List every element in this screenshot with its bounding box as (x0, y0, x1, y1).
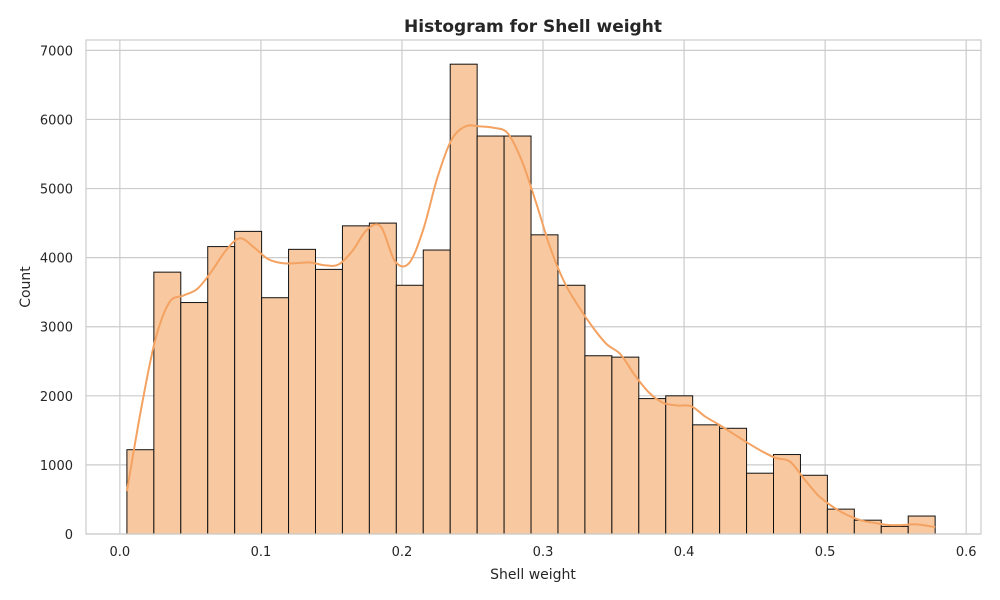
y-tick-label: 6000 (40, 113, 73, 128)
histogram-bar (638, 398, 667, 535)
y-tick-label: 7000 (40, 44, 73, 59)
histogram-bar (153, 271, 182, 535)
histogram-bar (611, 356, 640, 535)
histogram-bar (341, 225, 370, 535)
histogram-bar (234, 230, 263, 535)
y-tick-label: 0 (65, 528, 73, 543)
histogram-bar (746, 472, 775, 535)
y-tick-label: 1000 (40, 459, 73, 474)
histogram-bar (422, 249, 451, 535)
histogram-bar (665, 395, 694, 535)
histogram-bar (180, 302, 209, 535)
histogram-bar (207, 246, 236, 535)
plot-frame (85, 39, 982, 535)
histogram-bar (288, 248, 316, 535)
histogram-bar (314, 268, 343, 535)
histogram-bar (368, 222, 397, 535)
histogram-bar (476, 135, 505, 535)
histogram-bar (557, 284, 586, 535)
y-tick-label: 5000 (40, 183, 73, 198)
histogram-bar (880, 525, 909, 535)
histogram-bar (530, 234, 559, 535)
kde-curve (125, 124, 936, 529)
y-tick-label: 4000 (40, 252, 73, 267)
histogram-bar (799, 474, 828, 535)
y-tick-label: 2000 (40, 390, 73, 405)
histogram-bar (719, 427, 748, 535)
histogram-bar (692, 424, 721, 535)
chart-title: Histogram for Shell weight (404, 17, 662, 37)
x-tick-label: 0.3 (533, 545, 554, 560)
x-tick-label: 0.0 (110, 545, 131, 560)
histogram-bar (449, 63, 478, 535)
x-tick-label: 0.6 (956, 545, 977, 560)
x-tick-label: 0.1 (251, 545, 272, 560)
x-tick-label: 0.2 (392, 545, 413, 560)
y-axis-ticks: 0 1000 2000 3000 4000 5000 6000 7000 (40, 44, 73, 543)
histogram-bar (261, 297, 290, 535)
x-axis-label: Shell weight (490, 567, 576, 583)
y-tick-label: 3000 (40, 321, 73, 336)
x-tick-label: 0.5 (815, 545, 836, 560)
histogram-bar (584, 355, 613, 535)
x-axis-ticks: 0.0 0.1 0.2 0.3 0.4 0.5 0.6 (110, 545, 977, 560)
histogram-bar (826, 508, 855, 535)
histogram-bar (503, 135, 532, 535)
x-tick-label: 0.4 (674, 545, 695, 560)
histogram-bar (773, 454, 801, 535)
histogram-bar (395, 284, 424, 535)
y-axis-label: Count (18, 266, 34, 308)
